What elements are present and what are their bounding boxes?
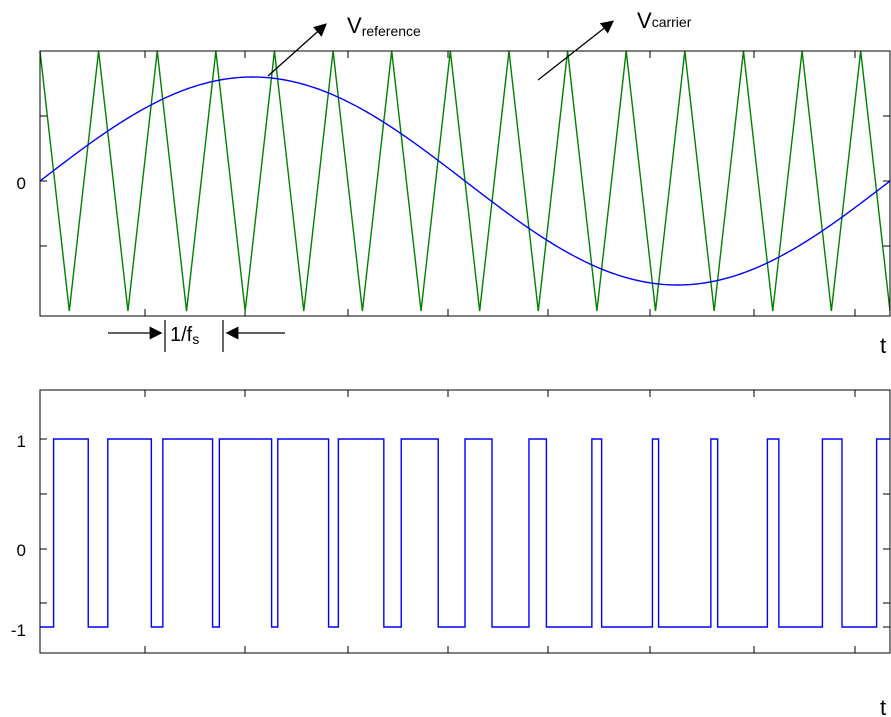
vcarrier-arrow [537,20,615,81]
top-annotations: Vreference Vcarrier 1/fs [108,8,692,352]
period-label-sub: s [192,331,199,347]
top-y-tick-label-0: 0 [17,174,26,193]
bottom-y-tick-label-0: 0 [17,541,26,560]
top-plot-series [39,50,891,312]
bottom-y-tick-label-neg1: -1 [11,621,26,640]
pwm-output-line [40,438,890,628]
period-label-main: 1/f [170,324,193,346]
vcarrier-label-sub: carrier [652,14,692,30]
vreference-label-main: V [347,13,362,38]
bottom-x-axis-label: t [880,695,886,717]
bottom-y-tick-label-1: 1 [17,432,26,451]
bottom-axes-frame [39,389,891,654]
vcarrier-label: Vcarrier [637,8,692,33]
vreference-label-sub: reference [362,23,421,39]
top-plot: 0 t [17,50,891,358]
period-label: 1/fs [170,324,199,347]
top-axes-frame [39,50,891,317]
bottom-axis-ticks [40,390,890,653]
bottom-plot: 1 0 -1 t [11,389,891,717]
vreference-label: Vreference [347,13,421,39]
vreference-line [39,76,891,286]
vreference-arrow [267,23,327,77]
top-x-axis-label: t [880,333,886,358]
top-axis-ticks [40,51,890,316]
vcarrier-label-main: V [637,8,652,33]
bottom-plot-series [40,438,890,628]
